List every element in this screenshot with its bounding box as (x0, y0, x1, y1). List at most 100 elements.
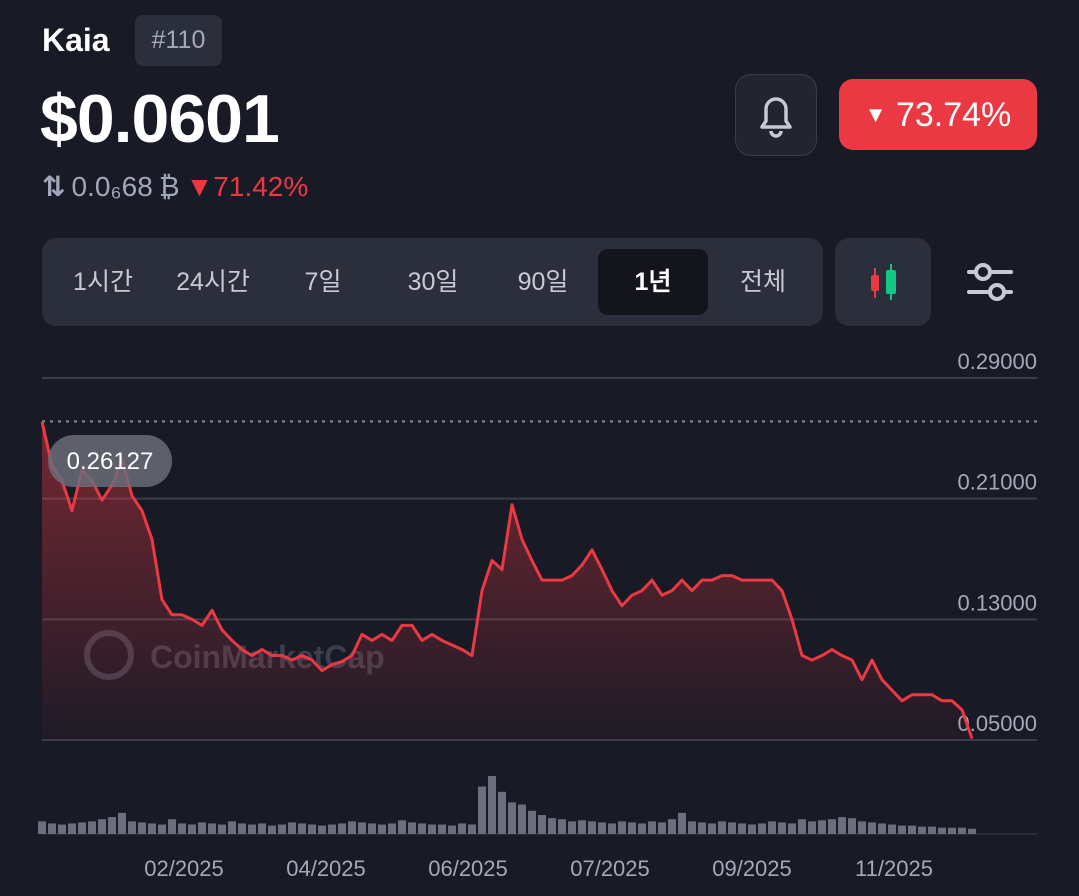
volume-bar (498, 791, 506, 834)
volume-bar (718, 821, 726, 834)
volume-bar (818, 820, 826, 834)
volume-bar (648, 821, 656, 834)
x-tick-label: 07/2025 (570, 856, 650, 881)
x-tick-label: 04/2025 (286, 856, 366, 881)
range-tab[interactable]: 24시간 (176, 268, 250, 296)
volume-bar (478, 786, 486, 834)
volume-bar (968, 828, 976, 834)
volume-bar (558, 819, 566, 834)
change-badge: ▼ 73.74% (839, 79, 1037, 150)
volume-bar (958, 827, 966, 834)
volume-bar (938, 827, 946, 834)
volume-bar (448, 825, 456, 834)
volume-bar (278, 824, 286, 834)
volume-bar (708, 823, 716, 834)
volume-bar (808, 821, 816, 834)
value-label: 0.26127 (67, 448, 154, 475)
volume-bar (198, 822, 206, 834)
volume-bar (528, 810, 536, 834)
range-tab[interactable]: 90일 (517, 268, 569, 296)
volume-bar (488, 776, 496, 834)
volume-bar (758, 823, 766, 834)
coin-name: Kaia (42, 22, 110, 58)
x-tick-label: 02/2025 (144, 856, 224, 881)
volume-bar (658, 822, 666, 834)
volume-bar (348, 821, 356, 834)
volume-bar (608, 823, 616, 834)
volume-bar (638, 823, 646, 834)
volume-bar (878, 823, 886, 834)
y-tick-label: 0.21000 (957, 470, 1037, 495)
volume-bar (768, 821, 776, 834)
volume-bar (368, 823, 376, 834)
volume-bar (128, 821, 136, 834)
x-tick-label: 11/2025 (855, 856, 933, 881)
volume-bar (168, 819, 176, 834)
btc-symbol: ₿ (158, 170, 180, 202)
range-tab[interactable]: 7일 (304, 268, 342, 296)
volume-bar (588, 821, 596, 834)
down-icon: ▼ (185, 170, 214, 202)
x-tick-label: 09/2025 (712, 856, 792, 881)
alert-button[interactable] (735, 74, 817, 156)
volume-bar (88, 821, 96, 834)
volume-bar (698, 822, 706, 834)
down-icon: ▼ (864, 102, 887, 127)
volume-bar (48, 823, 56, 834)
rank-badge: #110 (135, 15, 222, 66)
volume-bar (598, 822, 606, 834)
price: $0.0601 (40, 81, 280, 157)
volume-bar (788, 823, 796, 834)
volume-bar (218, 824, 226, 834)
range-tab[interactable]: 1년 (598, 249, 708, 315)
volume-bar (438, 824, 446, 834)
y-tick-label: 0.13000 (957, 590, 1037, 615)
volume-bar (308, 824, 316, 834)
settings-button[interactable] (965, 258, 1015, 308)
volume-bar (828, 819, 836, 834)
volume-bar (108, 817, 116, 834)
range-tab[interactable]: 전체 (739, 268, 786, 296)
volume-bar (898, 825, 906, 834)
volume-bar (928, 826, 936, 834)
volume-bar (418, 823, 426, 834)
volume-bar (68, 823, 76, 834)
volume-bar (178, 823, 186, 834)
area-fill (42, 421, 972, 740)
volume-bar (848, 818, 856, 834)
range-tab[interactable]: 1시간 (73, 268, 133, 296)
btc-change: 71.42% (213, 170, 309, 202)
volume-bar (668, 819, 676, 834)
volume-bar (248, 824, 256, 834)
volume-bar (908, 825, 916, 834)
volume-bar (148, 823, 156, 834)
volume-bar (688, 821, 696, 834)
btc-row: ⇅ 0.0₆68 ₿ ▼ 71.42% (42, 170, 308, 203)
volume-bar (58, 824, 66, 834)
volume-bar (208, 823, 216, 834)
volume-bar (388, 823, 396, 834)
volume-bar (468, 824, 476, 834)
range-tab[interactable]: 30일 (407, 268, 459, 296)
volume-bar (618, 821, 626, 834)
volume-bar (288, 822, 296, 834)
volume-bar (338, 823, 346, 834)
volume-bar (458, 823, 466, 834)
candle-icon (871, 264, 896, 300)
volume-bar (948, 827, 956, 834)
volume-bar (328, 824, 336, 834)
volume-bar (98, 819, 106, 834)
volume-bar (78, 822, 86, 834)
volume-bar (508, 802, 516, 834)
volume-bar (378, 824, 386, 834)
volume-bar (138, 822, 146, 834)
volume-bar (578, 820, 586, 834)
volume-bar (858, 821, 866, 834)
volume-bar (798, 819, 806, 834)
candle-toggle[interactable] (835, 238, 931, 326)
volume-bar (888, 824, 896, 834)
volume-bar (538, 815, 546, 834)
volume-bar (228, 821, 236, 834)
